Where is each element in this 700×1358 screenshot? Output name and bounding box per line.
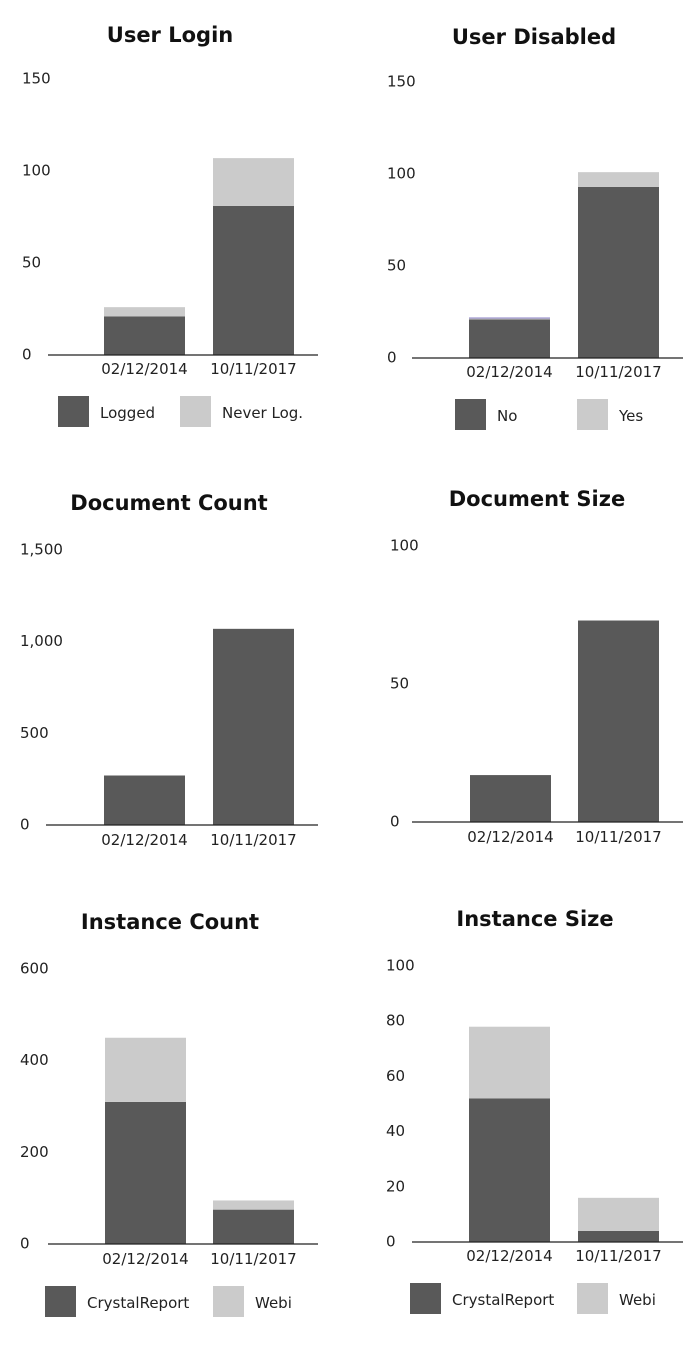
chart-4: Document Size 0 50 100 02/12/2014 10/11/2017 — [390, 487, 683, 846]
x-category-label: 02/12/2014 — [466, 363, 552, 381]
x-category-label: 10/11/2017 — [210, 1250, 296, 1268]
legend-label: CrystalReport — [452, 1291, 554, 1309]
chart-title: User Login — [107, 23, 233, 47]
chart-title: User Disabled — [452, 25, 616, 49]
bar-value-1 — [470, 775, 551, 822]
bar-no-2 — [578, 186, 659, 358]
bar-no-1 — [469, 319, 550, 358]
y-tick-label: 600 — [20, 960, 49, 978]
y-tick-label: 1,500 — [20, 541, 63, 559]
bar-crystalreport-2 — [578, 1230, 659, 1242]
bar-webi-2 — [213, 1200, 294, 1210]
bar-crystalreport-1 — [469, 1098, 550, 1242]
legend-label: CrystalReport — [87, 1294, 189, 1312]
y-tick-label: 500 — [20, 724, 49, 742]
y-tick-label: 150 — [22, 70, 51, 88]
legend-label: Webi — [619, 1291, 656, 1309]
legend-swatch — [577, 1283, 608, 1314]
y-tick-label: 50 — [387, 257, 406, 275]
y-tick-label: 0 — [20, 816, 30, 834]
x-category-label: 10/11/2017 — [575, 828, 661, 846]
y-tick-label: 20 — [386, 1177, 405, 1195]
y-tick-label: 0 — [22, 346, 32, 364]
bar-webi-2 — [578, 1197, 659, 1231]
legend-label: Webi — [255, 1294, 292, 1312]
x-category-label: 10/11/2017 — [575, 1247, 661, 1265]
x-category-label: 10/11/2017 — [210, 831, 296, 849]
legend-swatch — [58, 396, 89, 427]
y-tick-label: 50 — [22, 254, 41, 272]
legend-label: Yes — [618, 407, 643, 425]
legend-swatch — [180, 396, 211, 427]
y-tick-label: 0 — [390, 813, 400, 831]
x-category-label: 02/12/2014 — [467, 828, 553, 846]
chart-title: Document Count — [70, 491, 267, 515]
chart-5: Instance Count 0 200 400 600 02/12/2014 10/11/… — [20, 910, 318, 1317]
y-tick-label: 1,000 — [20, 632, 63, 650]
y-tick-label: 0 — [20, 1235, 30, 1253]
bar-crystalreport-2 — [213, 1209, 294, 1244]
y-tick-label: 50 — [390, 675, 409, 693]
y-tick-label: 100 — [22, 162, 51, 180]
bar-yes-2 — [578, 172, 659, 187]
chart-3: Document Count 0 500 1,000 1,500 02/12/2014 10… — [20, 491, 318, 849]
y-tick-label: 0 — [387, 349, 397, 367]
legend-label: Never Log. — [222, 404, 303, 422]
bar-never-log--1 — [104, 307, 185, 317]
chart-title: Document Size — [449, 487, 625, 511]
y-tick-label: 400 — [20, 1051, 49, 1069]
bar-webi-1 — [469, 1026, 550, 1099]
bar-value-2 — [213, 628, 294, 825]
y-tick-label: 0 — [386, 1233, 396, 1251]
y-tick-label: 80 — [386, 1012, 405, 1030]
chart-title: Instance Count — [81, 910, 259, 934]
y-tick-label: 200 — [20, 1143, 49, 1161]
y-tick-label: 100 — [390, 537, 419, 555]
legend-swatch — [577, 399, 608, 430]
chart-2: User Disabled 0 50 100 150 02/12/2014 10/11/20… — [387, 25, 683, 430]
legend-label: No — [497, 407, 517, 425]
y-tick-label: 100 — [387, 165, 416, 183]
legend-swatch — [45, 1286, 76, 1317]
chart-title: Instance Size — [456, 907, 613, 931]
x-category-label: 02/12/2014 — [102, 1250, 188, 1268]
legend-swatch — [213, 1286, 244, 1317]
x-category-label: 10/11/2017 — [210, 360, 296, 378]
legend-label: Logged — [100, 404, 155, 422]
x-category-label: 02/12/2014 — [466, 1247, 552, 1265]
bar-logged-2 — [213, 205, 294, 355]
bar-crystalreport-1 — [105, 1101, 186, 1244]
legend-swatch — [410, 1283, 441, 1314]
y-tick-label: 40 — [386, 1122, 405, 1140]
bar-webi-1 — [105, 1037, 186, 1102]
bar-value-2 — [578, 620, 659, 822]
chart-6: Instance Size 0 20 40 60 80 100 02/12/2014 10/11… — [386, 907, 683, 1314]
bar-never-log--2 — [213, 158, 294, 206]
x-category-label: 02/12/2014 — [101, 360, 187, 378]
x-category-label: 10/11/2017 — [575, 363, 661, 381]
chart-1: User Login 0 50 100 150 02/12/2014 10/11/2017 L… — [22, 23, 318, 427]
y-tick-label: 100 — [386, 957, 415, 975]
y-tick-label: 150 — [387, 73, 416, 91]
y-tick-label: 60 — [386, 1067, 405, 1085]
bar-value-1 — [104, 775, 185, 825]
legend-swatch — [455, 399, 486, 430]
x-category-label: 02/12/2014 — [101, 831, 187, 849]
bar-logged-1 — [104, 316, 185, 355]
